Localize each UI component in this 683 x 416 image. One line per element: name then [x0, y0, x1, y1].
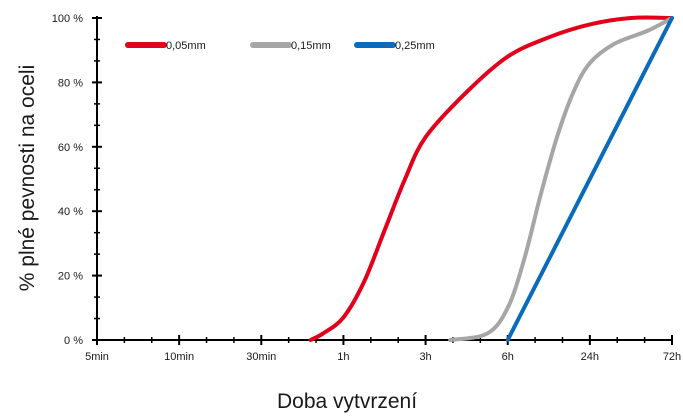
x-tick-label: 1h [337, 351, 349, 363]
x-tick-label: 72h [663, 351, 681, 363]
y-axis-label: % plné pevnosti na oceli [16, 65, 39, 291]
y-axis-ticks: 0 % 20 % 40 % 60 % 80 % 100 % [52, 13, 102, 347]
y-tick-label: 100 % [52, 13, 83, 25]
legend-label: 0,25mm [395, 40, 435, 52]
x-tick-label: 10min [164, 351, 194, 363]
x-tick-label: 5min [85, 351, 109, 363]
x-tick-label: 24h [581, 351, 599, 363]
y-tick-label: 80 % [58, 77, 83, 89]
series-line-005mm [308, 15, 674, 342]
x-tick-label: 30min [246, 351, 276, 363]
y-tick-label: 60 % [58, 142, 83, 154]
chart-axes [96, 16, 672, 341]
series-lines [308, 15, 674, 342]
chart-legend: 0,05mm 0,15mm 0,25mm [125, 40, 435, 52]
y-tick-label: 0 % [64, 335, 83, 347]
series-line-025mm [505, 16, 674, 342]
y-tick-label: 40 % [58, 206, 83, 218]
x-axis-label: Doba vytvrzení [277, 390, 417, 413]
y-tick-label: 20 % [58, 271, 83, 283]
series-line-015mm [448, 16, 674, 342]
legend-label: 0,15mm [291, 40, 331, 52]
x-tick-label: 3h [419, 351, 431, 363]
x-axis-ticks: 5min 10min 30min 1h 3h 6h 24h 72h [85, 335, 681, 363]
x-tick-label: 6h [502, 351, 514, 363]
legend-label: 0,05mm [166, 40, 206, 52]
